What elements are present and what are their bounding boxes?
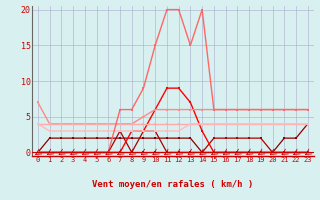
X-axis label: Vent moyen/en rafales ( km/h ): Vent moyen/en rafales ( km/h ) — [92, 180, 253, 189]
